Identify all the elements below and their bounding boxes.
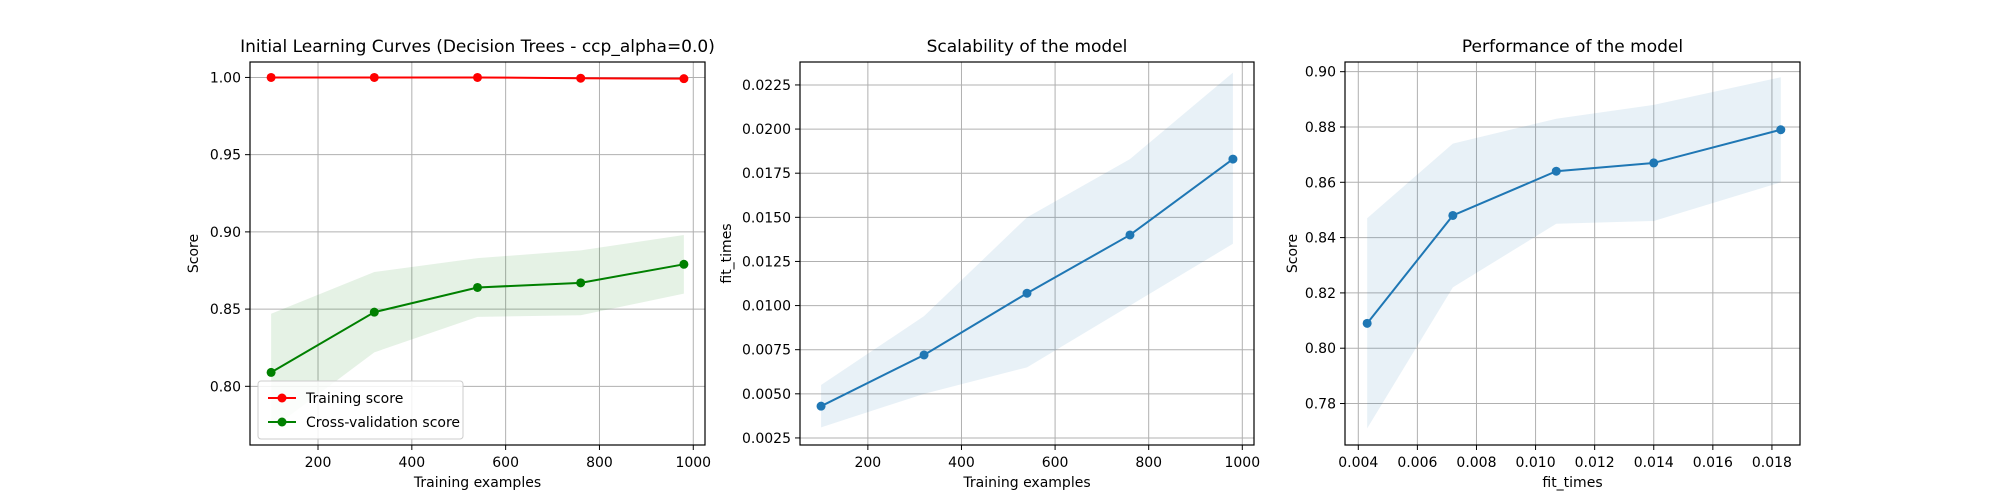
axes-frame: [1344, 61, 1801, 446]
y-tick-label: 0.84: [1305, 231, 1336, 247]
data-point: [266, 72, 276, 82]
data-point: [679, 74, 689, 84]
axes-frame: [799, 61, 1255, 446]
confidence-band: [1367, 77, 1781, 429]
x-tick-label: 800: [586, 455, 613, 471]
y-tick-label: 0.80: [1305, 341, 1336, 357]
y-tick-label: 0.0075: [742, 343, 791, 359]
data-point: [369, 72, 379, 82]
y-tick-label: 0.0025: [742, 431, 791, 447]
y-tick-label: 0.85: [210, 302, 241, 318]
data-point: [576, 73, 586, 83]
data-point: [1551, 166, 1561, 176]
axes-frame: [249, 61, 706, 446]
y-tick-label: 0.0175: [742, 166, 791, 182]
chart-title: Scalability of the model: [927, 37, 1128, 57]
data-point: [679, 259, 689, 269]
data-point: [1776, 125, 1786, 135]
x-tick-label: 0.008: [1456, 455, 1496, 471]
x-tick-label: 200: [305, 455, 332, 471]
y-tick-label: 0.78: [1305, 397, 1336, 413]
x-tick-label: 600: [492, 455, 519, 471]
confidence-band: [821, 72, 1233, 428]
y-axis-label: Score: [1285, 234, 1301, 273]
y-tick-label: 0.88: [1305, 120, 1336, 136]
x-axis-label: Training examples: [413, 475, 541, 491]
x-tick-label: 600: [1042, 455, 1069, 471]
data-point: [369, 307, 379, 317]
x-tick-label: 200: [854, 455, 881, 471]
y-tick-label: 0.0100: [742, 299, 791, 315]
data-point: [473, 282, 482, 292]
x-tick-label: 400: [948, 455, 975, 471]
data-point: [919, 350, 929, 360]
chart-panel-3: 0.004 0.006 0.008 0.010 0.012 0.014 0.016 0.018…: [1285, 37, 1801, 491]
y-tick-label: 0.80: [210, 379, 241, 395]
chart-title: Performance of the model: [1462, 37, 1683, 57]
chart-panel-1: 200 400 600 800 1000 0.80 0.85 0.90 0.95 1.00 Init…: [186, 37, 715, 491]
legend: Training score Cross-validation score: [257, 380, 464, 440]
y-tick-label: 0.86: [1305, 175, 1336, 191]
data-point: [1448, 210, 1458, 220]
y-tick-label: 0.90: [1305, 65, 1336, 81]
y-tick-label: 1.00: [210, 70, 241, 86]
data-point: [1022, 288, 1032, 298]
legend-marker: [277, 393, 287, 403]
legend-marker: [277, 417, 287, 427]
x-tick-label: 0.006: [1397, 455, 1437, 471]
y-tick-label: 0.95: [210, 148, 241, 164]
data-point: [576, 278, 586, 288]
x-tick-label: 0.010: [1516, 455, 1556, 471]
x-tick-label: 0.004: [1338, 455, 1378, 471]
y-axis-label: Score: [186, 234, 202, 273]
y-tick-label: 0.0150: [742, 210, 791, 226]
data-point: [1228, 154, 1238, 164]
y-tick-label: 0.0225: [742, 78, 791, 94]
y-axis-label: fit_times: [719, 223, 735, 283]
chart-title: Initial Learning Curves (Decision Trees …: [240, 37, 715, 57]
y-tick-label: 0.0200: [742, 122, 791, 138]
legend-label: Training score: [305, 391, 403, 407]
x-tick-label: 1000: [675, 455, 711, 471]
x-tick-label: 0.014: [1634, 455, 1674, 471]
y-tick-label: 0.0050: [742, 387, 791, 403]
data-point: [1362, 318, 1372, 328]
chart-panel-2: 200 400 600 800 1000 0.0025 0.0050 0.0075 0.0100…: [719, 37, 1260, 491]
data-point: [266, 367, 276, 377]
y-tick-label: 0.90: [210, 225, 241, 241]
x-axis-label: Training examples: [962, 475, 1090, 491]
x-tick-label: 800: [1135, 455, 1162, 471]
x-tick-label: 0.012: [1575, 455, 1615, 471]
data-point: [473, 72, 482, 82]
legend-label: Cross-validation score: [306, 415, 460, 431]
data-point: [1125, 230, 1135, 240]
x-tick-label: 0.016: [1693, 455, 1733, 471]
legend-box: [257, 380, 464, 440]
x-tick-label: 400: [398, 455, 425, 471]
data-point: [816, 401, 826, 411]
y-tick-label: 0.0125: [742, 254, 791, 270]
data-point: [1649, 158, 1659, 168]
x-axis-label: fit_times: [1542, 475, 1602, 491]
x-tick-label: 1000: [1224, 455, 1260, 471]
y-tick-label: 0.82: [1305, 286, 1336, 302]
x-tick-label: 0.018: [1752, 455, 1792, 471]
